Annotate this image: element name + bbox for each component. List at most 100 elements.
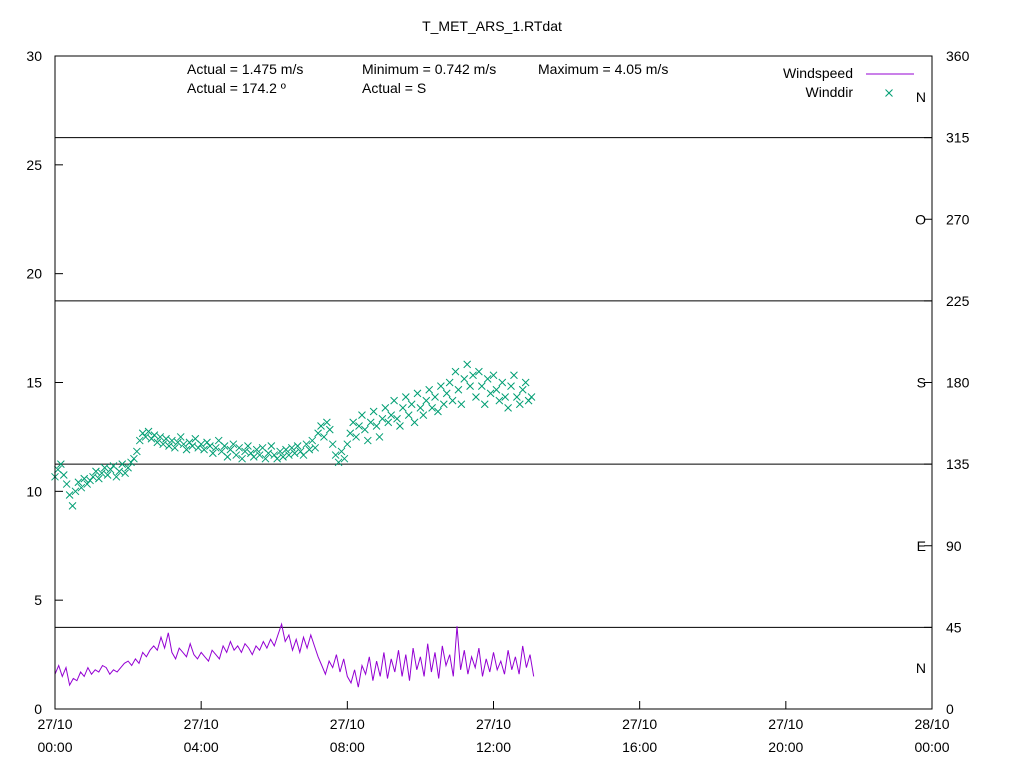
cross-stroke	[475, 367, 483, 376]
cross-stroke	[425, 385, 434, 394]
cross-stroke	[144, 427, 153, 436]
winddir-point	[460, 375, 469, 383]
winddir-point	[132, 447, 141, 456]
winddir-point	[378, 414, 387, 423]
cross-stroke	[451, 367, 460, 376]
cross-stroke	[273, 454, 282, 463]
winddir-point	[206, 442, 214, 450]
cross-stroke	[217, 447, 226, 456]
plot-border	[54, 55, 933, 710]
winddir-point	[235, 443, 244, 452]
winddir-point	[144, 427, 153, 436]
cross-stroke	[94, 474, 103, 483]
x-tick-label-time: 12:00	[476, 739, 511, 755]
cross-stroke	[118, 460, 127, 468]
cross-stroke	[238, 454, 246, 463]
x-tick-label-time: 00:00	[914, 739, 949, 755]
cross-stroke	[375, 433, 384, 441]
cross-stroke	[428, 404, 436, 412]
cross-stroke	[510, 371, 518, 380]
winddir-point	[387, 411, 396, 420]
cross-stroke	[463, 360, 472, 369]
winddir-point	[434, 407, 442, 416]
winddir-point	[466, 382, 474, 390]
winddir-point	[68, 501, 77, 510]
winddir-point	[513, 393, 521, 401]
y-right-tick-label: 360	[946, 48, 970, 64]
winddir-point	[220, 442, 229, 450]
cross-stroke	[346, 429, 355, 438]
winddir-point	[244, 442, 252, 450]
cross-stroke	[141, 433, 150, 441]
cross-stroke	[393, 414, 401, 423]
legend-winddir-point	[885, 89, 893, 97]
winddir-point	[384, 418, 393, 427]
winddir-point	[59, 471, 68, 479]
cross-stroke	[241, 447, 249, 456]
cross-stroke	[445, 378, 454, 387]
winddir-point	[501, 393, 510, 401]
winddir-point	[401, 393, 410, 401]
cross-stroke	[229, 440, 238, 449]
cross-stroke	[264, 449, 273, 458]
cross-stroke	[103, 471, 112, 479]
winddir-point	[56, 460, 65, 468]
cross-stroke	[115, 467, 124, 476]
cross-stroke	[355, 422, 363, 430]
cross-stroke	[244, 442, 252, 450]
winddir-point	[77, 483, 86, 492]
annotation-speed-minimum: Minimum = 0.742 m/s	[362, 61, 496, 77]
winddir-point	[279, 453, 287, 461]
winddir-point	[369, 407, 378, 416]
cross-stroke	[504, 404, 512, 412]
cross-stroke	[179, 440, 188, 449]
cross-stroke	[472, 393, 480, 401]
y-right-tick-label: 90	[946, 538, 962, 554]
winddir-point	[390, 396, 398, 405]
winddir-point	[396, 422, 404, 430]
cross-stroke	[80, 474, 89, 483]
winddir-point	[238, 454, 246, 463]
cross-stroke	[340, 454, 349, 463]
winddir-point	[211, 443, 220, 452]
cross-stroke	[352, 433, 360, 441]
winddir-point	[285, 451, 293, 459]
cross-stroke	[363, 436, 372, 445]
cross-stroke	[381, 404, 390, 412]
reference-lines	[55, 137, 932, 628]
cross-stroke	[521, 378, 530, 387]
y-left-tick-label: 5	[34, 592, 42, 608]
x-tick-label-date: 27/10	[184, 716, 219, 732]
x-tick-label-date: 27/10	[330, 716, 365, 732]
winddir-point	[314, 429, 322, 438]
x-tick-label-date: 27/10	[622, 716, 657, 732]
cross-stroke	[325, 425, 334, 434]
winddir-series	[51, 360, 536, 510]
cross-stroke	[305, 445, 314, 454]
cross-stroke	[150, 431, 159, 439]
y-right-tick-label: 315	[946, 130, 970, 146]
cross-stroke	[290, 449, 299, 458]
winddir-point	[518, 385, 527, 394]
cross-stroke	[209, 449, 217, 458]
cross-stroke	[159, 440, 168, 449]
winddir-point	[141, 433, 150, 441]
y-left-tick-label: 25	[26, 157, 42, 173]
cross-stroke	[317, 422, 325, 430]
winddir-point	[255, 451, 264, 459]
winddir-point	[200, 445, 208, 454]
cross-stroke	[226, 445, 235, 454]
cross-stroke	[349, 418, 358, 427]
cross-stroke	[483, 375, 492, 383]
cross-stroke	[74, 478, 83, 487]
cross-stroke	[419, 411, 428, 420]
cross-stroke	[422, 396, 431, 405]
winddir-point	[366, 418, 375, 427]
y-left-tick-label: 30	[26, 48, 42, 64]
direction-label: O	[915, 211, 926, 227]
winddir-point	[422, 396, 431, 405]
windspeed-line	[54, 622, 535, 688]
winddir-point	[320, 433, 328, 441]
winddir-point	[290, 449, 299, 458]
